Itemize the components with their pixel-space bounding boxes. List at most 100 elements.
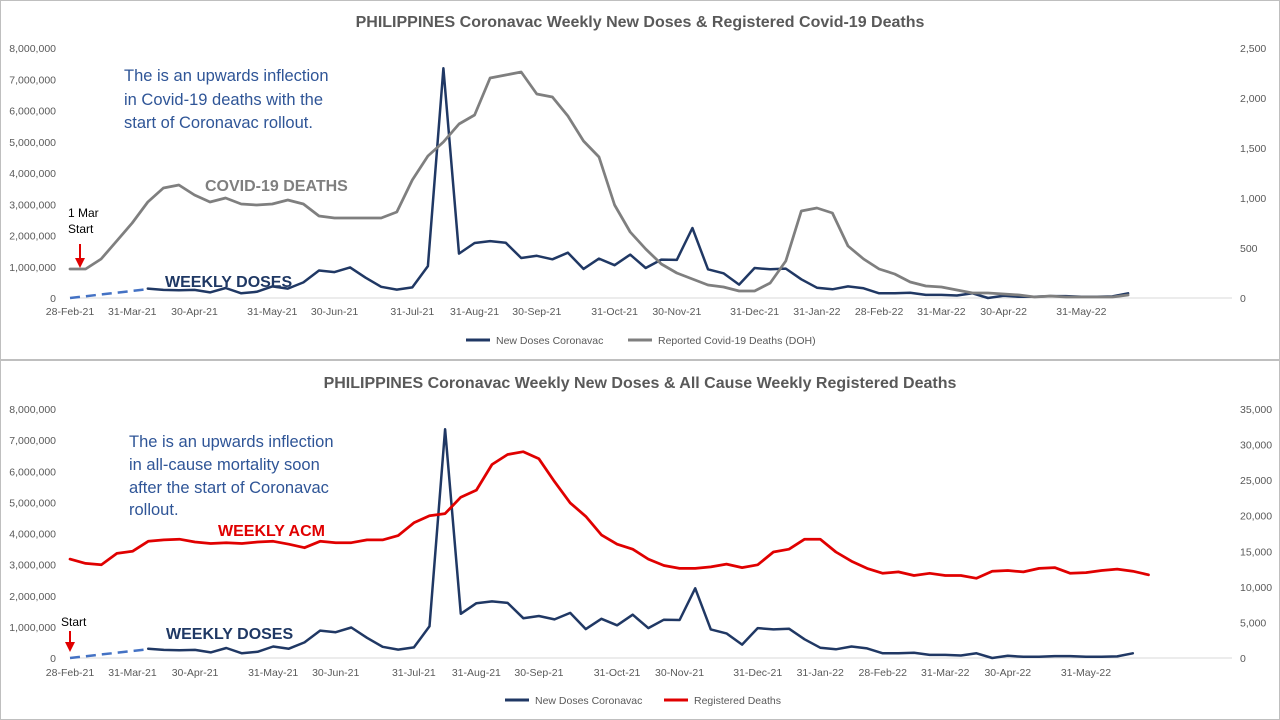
annotation-line: The is an upwards inflection [124, 67, 329, 85]
x-tick-label: 30-Apr-22 [980, 306, 1027, 318]
x-tick-label: 31-May-22 [1056, 306, 1106, 318]
legend: New Doses Coronavac Registered Deaths [505, 695, 781, 707]
x-tick-label: 28-Feb-21 [46, 306, 95, 318]
doses-lead-in-dashed [69, 648, 145, 660]
x-tick-label: 30-Sep-21 [512, 306, 561, 318]
panel-border [0, 360, 1280, 720]
y-left-tick-label: 6,000,000 [9, 106, 56, 118]
y-right-tick-label: 35,000 [1240, 404, 1272, 416]
x-tick-label: 31-Dec-21 [733, 667, 782, 679]
legend-entry: New Doses Coronavac [496, 335, 603, 347]
x-tick-label: 31-Mar-22 [917, 306, 966, 318]
y-right-tick-label: 2,500 [1240, 43, 1266, 55]
y-right-tick-label: 1,500 [1240, 143, 1266, 155]
y-left-tick-label: 5,000,000 [9, 497, 56, 509]
y-right-tick-label: 0 [1240, 293, 1246, 305]
x-tick-label: 31-Jul-21 [392, 667, 436, 679]
x-tick-label: 31-May-21 [247, 306, 297, 318]
x-tick-label: 31-May-21 [248, 667, 298, 679]
annotation-line: start of Coronavac rollout. [124, 114, 313, 132]
annotation-line: rollout. [129, 501, 179, 519]
y-left-tick-label: 4,000,000 [9, 529, 56, 541]
start-label: 1 Mar [68, 206, 99, 220]
y-left-tick-label: 1,000,000 [9, 622, 56, 634]
x-tick-label: 31-Jul-21 [390, 306, 434, 318]
legend: New Doses Coronavac Reported Covid-19 De… [466, 335, 816, 347]
y-left-tick-label: 6,000,000 [9, 466, 56, 478]
x-tick-label: 30-Sep-21 [514, 667, 563, 679]
y-right-tick-label: 25,000 [1240, 475, 1272, 487]
x-tick-label: 31-Oct-21 [591, 306, 638, 318]
y-left-tick-label: 2,000,000 [9, 591, 56, 603]
x-tick-label: 28-Feb-22 [855, 306, 904, 318]
start-arrow-icon [75, 244, 85, 268]
x-tick-label: 31-Aug-21 [452, 667, 501, 679]
series-line-covid-deaths [68, 70, 1130, 299]
y-axis-right: 2,500 2,000 1,500 1,000 500 0 [1240, 43, 1266, 305]
x-tick-label: 31-Jan-22 [793, 306, 840, 318]
y-left-tick-label: 8,000,000 [9, 43, 56, 55]
x-tick-label: 31-Mar-21 [108, 306, 157, 318]
panel-border [0, 0, 1280, 360]
y-right-tick-label: 30,000 [1240, 440, 1272, 452]
series-lines [68, 427, 1150, 660]
y-left-tick-label: 7,000,000 [9, 435, 56, 447]
annotation-line: The is an upwards inflection [129, 433, 334, 451]
x-tick-label: 30-Nov-21 [652, 306, 701, 318]
legend-entry: Registered Deaths [694, 695, 781, 707]
x-tick-label: 31-Aug-21 [450, 306, 499, 318]
y-left-tick-label: 8,000,000 [9, 404, 56, 416]
series-line-doses [146, 67, 1130, 300]
start-arrow-icon [65, 631, 75, 652]
y-left-tick-label: 1,000,000 [9, 262, 56, 274]
annotation-line: in Covid-19 deaths with the [124, 91, 323, 109]
y-right-tick-label: 500 [1240, 243, 1258, 255]
x-tick-label: 31-Jan-22 [797, 667, 844, 679]
series-label-weekly-doses: WEEKLY DOSES [165, 274, 292, 291]
x-tick-label: 31-May-22 [1061, 667, 1111, 679]
y-right-tick-label: 0 [1240, 653, 1246, 665]
start-label: Start [61, 615, 87, 629]
y-axis-left: 8,000,000 7,000,000 6,000,000 5,000,000 4,00… [9, 43, 56, 305]
x-tick-label: 30-Apr-21 [171, 306, 218, 318]
annotation-line: in all-cause mortality soon [129, 456, 320, 474]
y-left-tick-label: 7,000,000 [9, 74, 56, 86]
y-left-tick-label: 2,000,000 [9, 231, 56, 243]
x-axis: 28-Feb-21 31-Mar-21 30-Apr-21 31-May-21 30-J… [46, 667, 1111, 679]
annotation-note: The is an upwards inflection in Covid-19… [124, 67, 329, 132]
doses-lead-in-dashed [69, 288, 144, 300]
x-tick-label: 30-Jun-21 [311, 306, 358, 318]
x-tick-label: 31-Mar-21 [108, 667, 157, 679]
chart-panel-all-cause-deaths: PHILIPPINES Coronavac Weekly New Doses &… [0, 360, 1280, 720]
legend-entry: Reported Covid-19 Deaths (DOH) [658, 335, 816, 347]
y-axis-left: 8,000,000 7,000,000 6,000,000 5,000,000 4,00… [9, 404, 56, 665]
y-left-tick-label: 3,000,000 [9, 560, 56, 572]
y-left-tick-label: 0 [50, 653, 56, 665]
y-right-tick-label: 5,000 [1240, 617, 1266, 629]
y-left-tick-label: 4,000,000 [9, 168, 56, 180]
x-tick-label: 28-Feb-21 [46, 667, 95, 679]
y-left-tick-label: 3,000,000 [9, 199, 56, 211]
series-lines [68, 67, 1130, 300]
y-axis-right: 35,000 30,000 25,000 20,000 15,000 10,000 5,00… [1240, 404, 1272, 665]
y-right-tick-label: 15,000 [1240, 546, 1272, 558]
x-tick-label: 30-Apr-21 [172, 667, 219, 679]
y-right-tick-label: 2,000 [1240, 93, 1266, 105]
x-tick-label: 30-Nov-21 [655, 667, 704, 679]
annotation-line: after the start of Coronavac [129, 479, 329, 497]
y-left-tick-label: 0 [50, 293, 56, 305]
x-tick-label: 30-Apr-22 [984, 667, 1031, 679]
y-right-tick-label: 1,000 [1240, 193, 1266, 205]
series-label-covid-deaths: COVID-19 DEATHS [205, 178, 348, 195]
y-left-tick-label: 5,000,000 [9, 137, 56, 149]
y-right-tick-label: 10,000 [1240, 582, 1272, 594]
chart-title: PHILIPPINES Coronavac Weekly New Doses &… [324, 375, 957, 392]
series-line-registered-deaths [68, 450, 1150, 580]
series-label-weekly-acm: WEEKLY ACM [218, 523, 325, 540]
x-tick-label: 31-Oct-21 [594, 667, 641, 679]
annotation-note: The is an upwards inflection in all-caus… [129, 433, 334, 519]
series-label-weekly-doses: WEEKLY DOSES [166, 626, 293, 643]
series-line-doses [146, 427, 1135, 660]
start-label: Start [68, 222, 94, 236]
